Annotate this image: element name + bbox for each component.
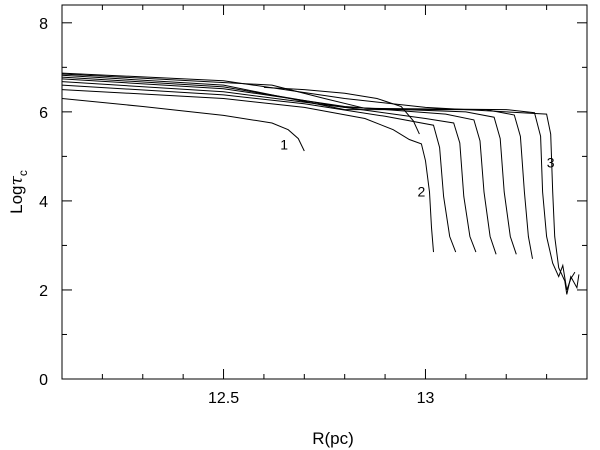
ticks-layer	[62, 5, 587, 380]
series-line-8	[61, 73, 576, 291]
curve-annotation-2: 2	[418, 183, 426, 199]
series-line-2	[61, 89, 434, 253]
y-axis-label-main: Log	[7, 186, 26, 214]
x-tick-label: 12.5	[208, 390, 239, 407]
curves-layer	[61, 72, 580, 295]
x-tick-label: 13	[417, 390, 435, 407]
plot-frame	[61, 4, 588, 380]
y-axis-label-tau: τ	[7, 176, 27, 186]
curve-annotation-3: 3	[547, 155, 555, 171]
series-line-5	[61, 78, 497, 255]
x-axis-label: R(pc)	[312, 429, 354, 448]
series-line-1	[61, 98, 305, 152]
y-tick-label: 8	[39, 16, 48, 33]
series-line-3	[61, 84, 457, 253]
tick-labels-layer: 12.5 13 0 2 4 6 8	[39, 16, 434, 407]
y-tick-label: 4	[39, 194, 48, 211]
series-line-9	[263, 86, 420, 135]
series-line-4	[61, 81, 477, 253]
y-tick-label: 0	[39, 372, 48, 389]
curve-annotation-1: 1	[280, 137, 288, 153]
y-tick-label: 2	[39, 283, 48, 300]
annotations-layer: 1 2 3	[280, 137, 555, 200]
y-tick-label: 6	[39, 105, 48, 122]
y-axis-label: Logτc	[7, 170, 30, 214]
series-line-10	[61, 72, 580, 295]
y-axis-label-subscript: c	[16, 170, 30, 176]
series-line-7	[61, 74, 533, 259]
